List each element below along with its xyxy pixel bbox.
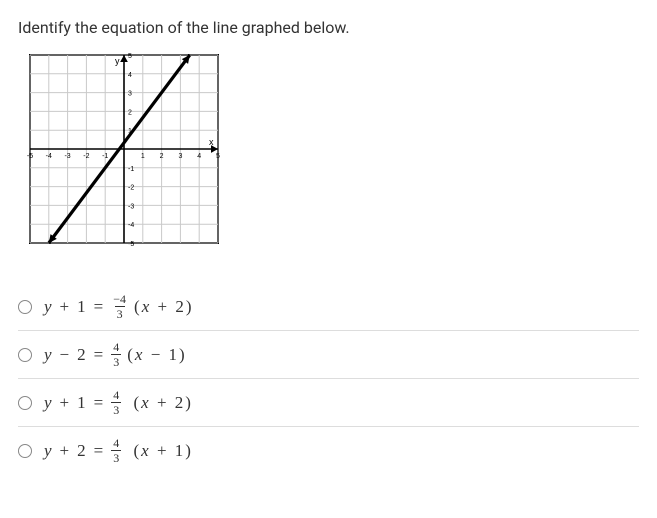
svg-text:-4: -4 xyxy=(46,153,52,160)
svg-text:y: y xyxy=(115,56,120,66)
svg-text:-4: -4 xyxy=(128,222,134,229)
svg-text:4: 4 xyxy=(128,72,132,79)
svg-text:-2: -2 xyxy=(128,185,134,192)
svg-text:2: 2 xyxy=(160,153,164,160)
svg-text:x: x xyxy=(209,137,214,147)
svg-text:-3: -3 xyxy=(64,153,70,160)
question-text: Identify the equation of the line graphe… xyxy=(18,18,639,37)
radio-icon xyxy=(18,396,32,410)
graph-container: -5-4-3-2-112345-5-4-3-2-112345yx xyxy=(24,49,639,253)
svg-text:-1: -1 xyxy=(102,153,108,160)
svg-text:1: 1 xyxy=(141,153,145,160)
svg-text:5: 5 xyxy=(216,153,220,160)
answer-options: y + 1 = −43 (x + 2) y − 2 = 43 (x − 1) y… xyxy=(18,283,639,474)
svg-text:-2: -2 xyxy=(83,153,89,160)
equation-label: y + 2 = 43 (x + 1) xyxy=(44,437,193,464)
svg-text:3: 3 xyxy=(128,91,132,98)
svg-text:-3: -3 xyxy=(128,203,134,210)
equation-label: y − 2 = 43 (x − 1) xyxy=(44,341,187,368)
svg-text:-5: -5 xyxy=(27,153,33,160)
answer-option[interactable]: y + 1 = −43 (x + 2) xyxy=(18,283,639,331)
answer-option[interactable]: y − 2 = 43 (x − 1) xyxy=(18,331,639,379)
radio-icon xyxy=(18,300,32,314)
svg-text:-5: -5 xyxy=(128,241,134,248)
svg-text:2: 2 xyxy=(128,109,132,116)
svg-text:-1: -1 xyxy=(128,166,134,173)
answer-option[interactable]: y + 2 = 43 (x + 1) xyxy=(18,427,639,474)
coordinate-graph: -5-4-3-2-112345-5-4-3-2-112345yx xyxy=(24,49,224,249)
equation-label: y + 1 = −43 (x + 2) xyxy=(44,293,194,320)
radio-icon xyxy=(18,348,32,362)
svg-text:4: 4 xyxy=(197,153,201,160)
svg-text:5: 5 xyxy=(128,53,132,60)
answer-option[interactable]: y + 1 = 43 (x + 2) xyxy=(18,379,639,427)
equation-label: y + 1 = 43 (x + 2) xyxy=(44,389,193,416)
svg-text:3: 3 xyxy=(178,153,182,160)
radio-icon xyxy=(18,444,32,458)
